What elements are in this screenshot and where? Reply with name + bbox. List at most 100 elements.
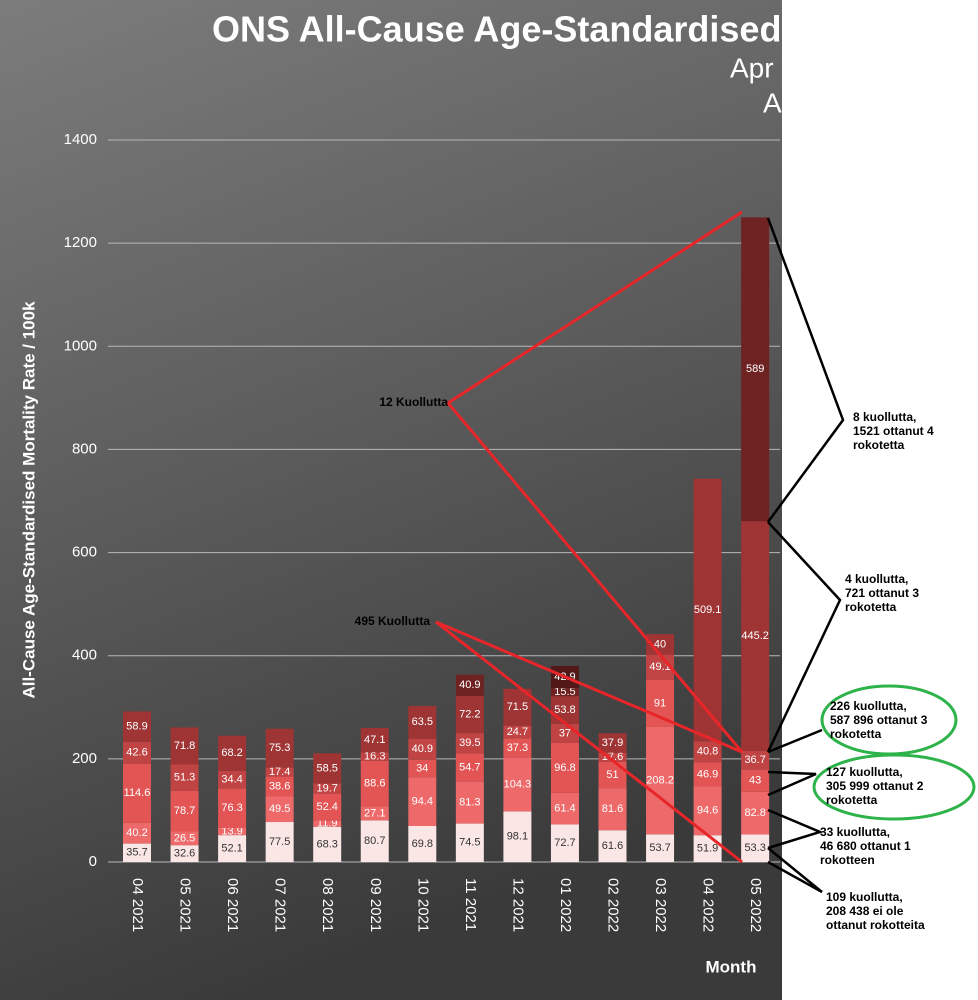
data-label: 43 — [749, 775, 761, 787]
data-label: 40.2 — [126, 827, 147, 839]
highlight-ellipse — [812, 753, 976, 821]
bar-segment — [218, 735, 247, 771]
annotation-text: 46 680 ottanut 1 — [820, 839, 911, 853]
annotation-text: 109 kuollutta, — [826, 890, 903, 904]
bar-segment — [313, 753, 342, 784]
data-label: 98.1 — [507, 831, 528, 843]
data-label: 61.6 — [602, 840, 623, 852]
data-label: 51.9 — [697, 843, 718, 855]
bar-segment — [550, 824, 579, 862]
data-label: 16.3 — [364, 750, 385, 762]
bar-segment — [170, 831, 199, 846]
data-label: 71.8 — [174, 740, 195, 752]
y-tick-label: 400 — [72, 647, 97, 664]
bar-segment — [455, 733, 484, 754]
bar-segment — [550, 742, 579, 793]
data-label: 53.8 — [554, 704, 575, 716]
data-label: 24.7 — [507, 726, 528, 738]
bar-segment — [123, 843, 151, 862]
bar-segment — [693, 478, 722, 742]
annotation-text: 721 ottanut 3 — [845, 586, 919, 600]
bar-segment — [313, 783, 342, 794]
data-label: 88.6 — [364, 777, 385, 789]
data-label: 69.8 — [412, 838, 433, 850]
data-label: 72.7 — [554, 837, 575, 849]
data-label: 51.3 — [174, 772, 195, 784]
annotations: 12 Kuollutta 495 Kuollutta 8 kuollutta,152… — [355, 210, 976, 932]
data-label: 38.6 — [269, 780, 290, 792]
x-tick-label: 12 2021 — [509, 878, 526, 932]
y-axis-label: All-Cause Age-Standardised Mortality Rat… — [19, 301, 38, 699]
data-label: 71.5 — [507, 701, 528, 713]
annotation-text: rokotetta — [830, 727, 882, 741]
bar-segment — [313, 820, 342, 827]
subtitle: A — [763, 87, 782, 118]
data-label: 114.6 — [124, 787, 151, 799]
x-tick-label: 09 2021 — [367, 878, 384, 932]
data-label: 58.5 — [316, 762, 337, 774]
bar-segment — [550, 688, 579, 697]
data-label: 75.3 — [269, 742, 290, 754]
bar-segment — [646, 634, 675, 655]
x-tick-label: 11 2021 — [462, 878, 479, 931]
data-label: 76.3 — [221, 802, 242, 814]
data-label: 42.6 — [126, 747, 147, 759]
data-label: 208.2 — [646, 775, 674, 787]
bar-segment — [741, 791, 770, 835]
annotation-text: 226 kuollutta, — [830, 699, 907, 713]
data-label: 32.6 — [174, 848, 195, 860]
bar-segment — [265, 822, 294, 862]
annotation-text: rokotetta — [853, 438, 905, 452]
data-label: 509.1 — [694, 604, 722, 616]
bar-segment — [313, 793, 342, 821]
annotation-text: 127 kuollutta, — [826, 765, 903, 779]
data-label: 81.3 — [459, 797, 480, 809]
bar-segment — [741, 521, 770, 751]
y-tick-label: 200 — [72, 750, 97, 767]
bar-segment — [598, 788, 627, 831]
annotation-line — [767, 770, 817, 797]
bar-segment — [123, 822, 151, 844]
x-tick-label: 03 2022 — [652, 878, 669, 932]
x-axis-label: Month — [706, 957, 757, 976]
bar-segment — [693, 762, 722, 787]
data-label: 54.7 — [459, 761, 480, 773]
data-label: 46.9 — [697, 768, 718, 780]
bar-segment — [550, 792, 579, 825]
data-label: 68.3 — [316, 838, 337, 850]
data-label: 34 — [416, 762, 428, 774]
data-label: 36.7 — [744, 754, 765, 766]
bar-segment — [550, 696, 579, 724]
annotation-text: 33 kuollutta, — [820, 825, 890, 839]
y-tick-label: 1400 — [64, 131, 97, 148]
data-label: 68.2 — [221, 747, 242, 759]
bar-segment — [741, 834, 770, 862]
annotation-text: 8 kuollutta, — [853, 410, 916, 424]
bar-segment — [218, 770, 247, 789]
black-lines — [766, 217, 845, 894]
annotation-line — [767, 728, 823, 754]
data-label: 81.6 — [602, 803, 623, 815]
bar-segment — [408, 738, 437, 760]
bar-segment — [693, 835, 722, 862]
bar-segment — [598, 830, 627, 862]
bar-segment — [170, 845, 199, 862]
data-label: 77.5 — [269, 836, 290, 848]
annotation-line — [766, 217, 845, 523]
data-label: 104.3 — [504, 778, 532, 790]
bar-segment — [503, 811, 532, 862]
annotation-line — [767, 847, 823, 894]
annotation-text: rokotteen — [820, 853, 875, 867]
annotation-text: 305 999 ottanut 2 — [826, 779, 924, 793]
red-lines — [435, 210, 744, 864]
data-label: 74.5 — [459, 837, 480, 849]
data-label: 27.1 — [364, 807, 385, 819]
bar-segment — [265, 776, 294, 797]
data-label: 589 — [746, 363, 764, 375]
data-label: 94.6 — [697, 805, 718, 817]
bar-segment — [503, 757, 532, 812]
data-label: 58.9 — [126, 721, 147, 733]
annotation-text: 495 Kuollutta — [355, 614, 431, 628]
data-label: 82.8 — [744, 807, 765, 819]
